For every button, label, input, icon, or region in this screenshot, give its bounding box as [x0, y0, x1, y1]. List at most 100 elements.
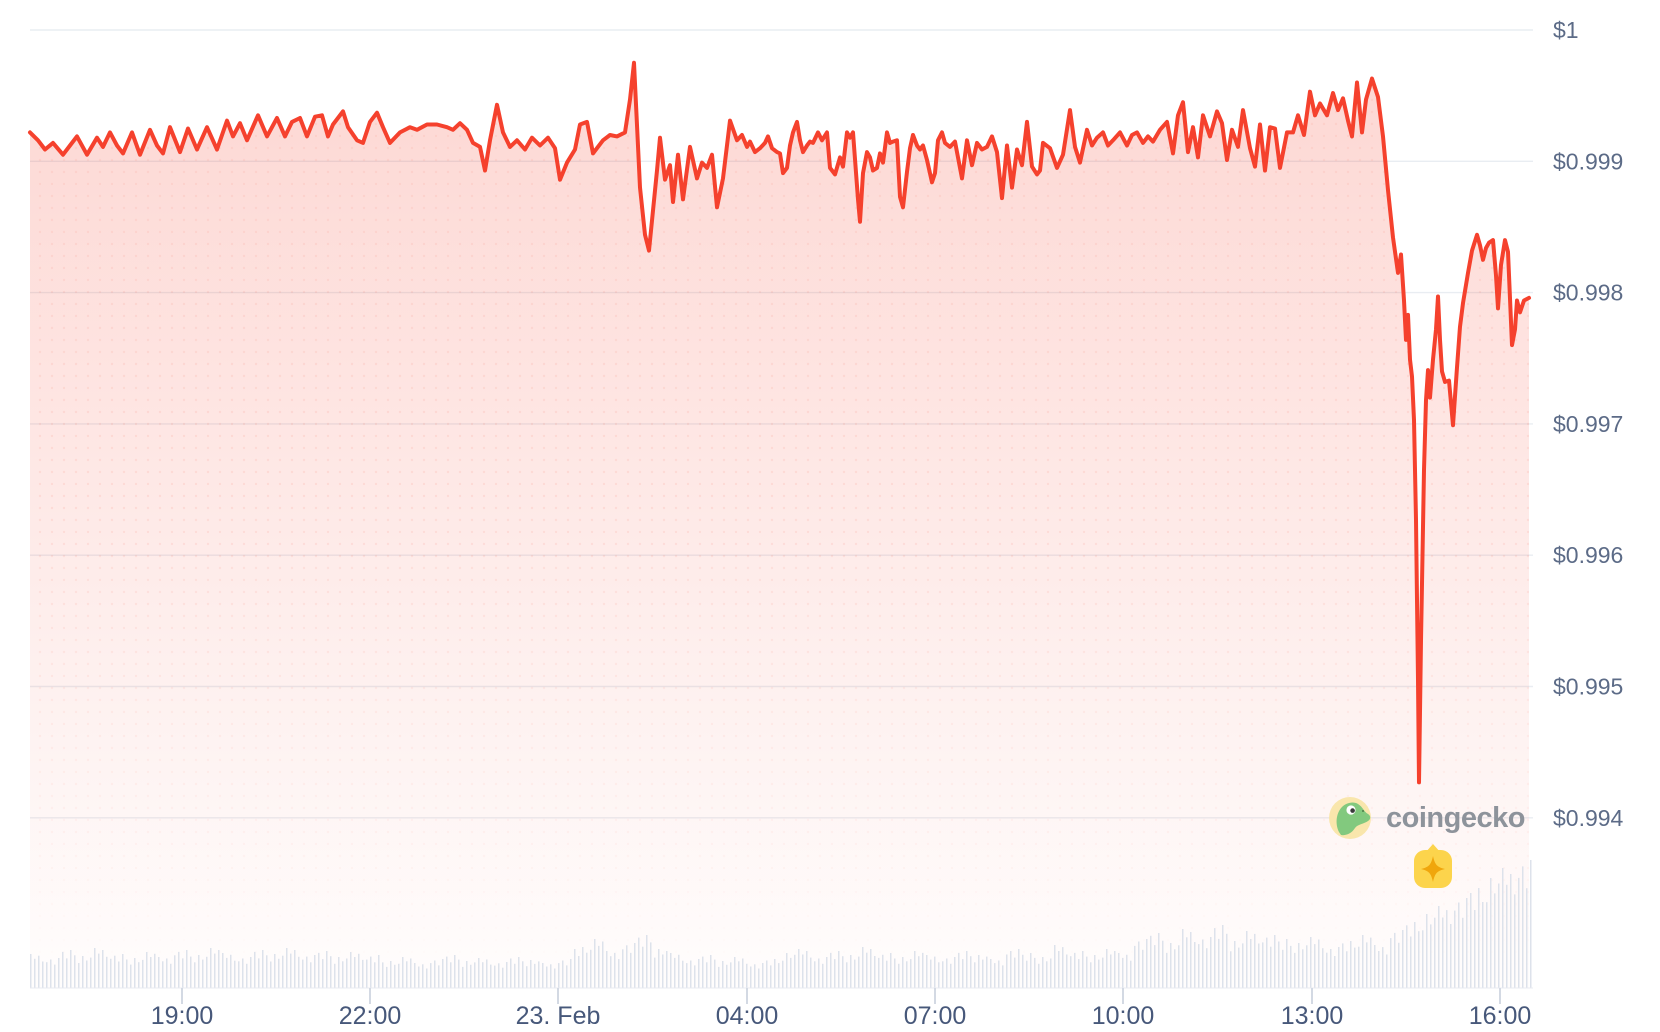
volume-bar [1166, 952, 1168, 988]
volume-bar [250, 957, 252, 988]
volume-bar [54, 964, 56, 988]
volume-bar [34, 958, 36, 988]
volume-bar [1290, 945, 1292, 988]
volume-bar [618, 959, 620, 988]
volume-bar [926, 955, 928, 988]
volume-bar [58, 958, 60, 988]
x-axis [30, 987, 1533, 1004]
volume-bar [50, 959, 52, 988]
volume-bar [74, 955, 76, 988]
volume-bar [570, 959, 572, 988]
volume-bar [138, 962, 140, 988]
volume-bar [806, 951, 808, 988]
volume-bar [1342, 943, 1344, 988]
volume-bar [1190, 932, 1192, 988]
volume-bar [742, 958, 744, 988]
volume-bar [614, 952, 616, 988]
volume-bar [798, 949, 800, 988]
volume-bar [1242, 943, 1244, 988]
volume-bar [1418, 931, 1420, 988]
volume-bar [1022, 954, 1024, 989]
volume-bar [1222, 925, 1224, 988]
y-axis-label: $0.995 [1553, 674, 1623, 700]
volume-bar [106, 956, 108, 988]
volume-bar [522, 961, 524, 988]
volume-bar [722, 961, 724, 988]
volume-bar [1210, 937, 1212, 988]
price-line [28, 60, 1531, 785]
volume-bar [1006, 954, 1008, 988]
volume-bar [558, 963, 560, 988]
volume-bar [754, 964, 756, 989]
volume-bar [1466, 898, 1468, 988]
volume-bar [1354, 947, 1356, 988]
volume-bar [322, 959, 324, 988]
volume-bar [1270, 946, 1272, 988]
volume-bar [1366, 942, 1368, 988]
volume-bar [1482, 902, 1484, 988]
volume-bar [1470, 893, 1472, 988]
volume-bar [706, 962, 708, 988]
volume-bar [906, 961, 908, 988]
volume-bar [582, 947, 584, 988]
volume-bar [38, 955, 40, 988]
volume-bar [110, 958, 112, 988]
volume-bar [234, 960, 236, 988]
volume-bar [246, 963, 248, 988]
volume-bar [954, 957, 956, 988]
volume-bar [586, 952, 588, 988]
volume-bar [878, 957, 880, 988]
volume-bar [770, 965, 772, 988]
volume-bar [1362, 935, 1364, 988]
volume-bar [986, 956, 988, 988]
volume-bar [1034, 957, 1036, 988]
volume-bar [1246, 931, 1248, 988]
volume-bar [1518, 877, 1520, 988]
volume-bars [30, 860, 1532, 989]
volume-bar [94, 948, 96, 988]
volume-bar [1150, 935, 1152, 989]
x-axis-label: 04:00 [716, 1002, 779, 1030]
volume-bar [1510, 874, 1512, 988]
volume-bar [818, 958, 820, 988]
volume-bar [1258, 943, 1260, 988]
volume-bar [658, 949, 660, 988]
volume-bar [918, 956, 920, 988]
volume-bar [546, 966, 548, 988]
volume-bar [790, 957, 792, 988]
volume-bar [1050, 958, 1052, 988]
x-axis-label: 16:00 [1469, 1002, 1532, 1030]
volume-bar [710, 955, 712, 988]
volume-bar [398, 963, 400, 988]
volume-bar [298, 956, 300, 988]
volume-bar [426, 968, 428, 988]
volume-bar [1146, 939, 1148, 988]
volume-bar [578, 956, 580, 988]
volume-bar [910, 959, 912, 988]
price-line-path [28, 60, 1531, 785]
volume-bar [470, 964, 472, 988]
volume-bar [1158, 933, 1160, 988]
volume-bar [1410, 936, 1412, 988]
volume-bar [510, 958, 512, 988]
volume-bar [226, 957, 228, 988]
volume-bar [1218, 938, 1220, 988]
volume-bar [1142, 949, 1144, 988]
volume-bar [958, 952, 960, 988]
volume-bar [370, 956, 372, 988]
volume-bar [1230, 951, 1232, 988]
volume-bar [690, 960, 692, 988]
volume-bar [294, 950, 296, 988]
volume-bar [634, 943, 636, 988]
volume-bar [418, 966, 420, 988]
volume-bar [622, 949, 624, 988]
volume-bar [978, 955, 980, 988]
volume-bar [822, 963, 824, 988]
price-area-fill [30, 62, 1529, 989]
x-axis-label: 13:00 [1281, 1002, 1344, 1030]
volume-bar [30, 954, 32, 988]
volume-bar [358, 953, 360, 988]
volume-bar [994, 963, 996, 988]
volume-bar [934, 956, 936, 988]
